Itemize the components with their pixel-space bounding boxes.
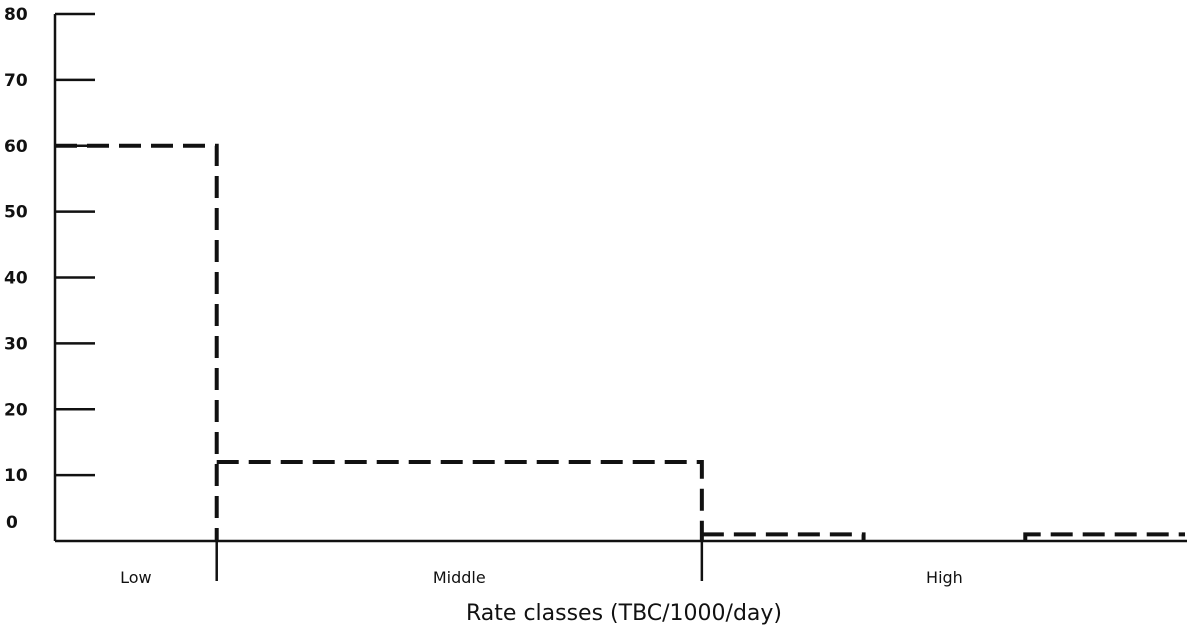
y-tick-label-50: 50 [4,203,28,223]
y-tick-label-30: 30 [4,334,28,354]
bars [55,143,1185,541]
y-tick-label-20: 20 [4,400,28,420]
y-tick-label-40: 40 [4,269,28,289]
bar-0 [55,143,219,541]
y-tick-label-60: 60 [4,137,28,157]
x-axis: Low Middle High [55,539,1187,587]
category-label-low: Low [120,568,152,587]
y-tick-label-80: 80 [4,5,28,25]
x-axis-title: Rate classes (TBC/1000/day) [466,601,782,626]
y-tick-label-0: 0 [6,513,18,533]
category-label-high: High [926,568,963,587]
bar-1 [216,459,704,541]
y-tick-label-70: 70 [4,71,28,91]
bar-3 [1023,532,1185,541]
bar-2 [701,532,866,541]
category-label-middle: Middle [433,568,486,587]
y-tick-label-10: 10 [4,466,28,486]
y-axis: 0 10 20 30 40 50 60 70 80 [4,5,95,541]
